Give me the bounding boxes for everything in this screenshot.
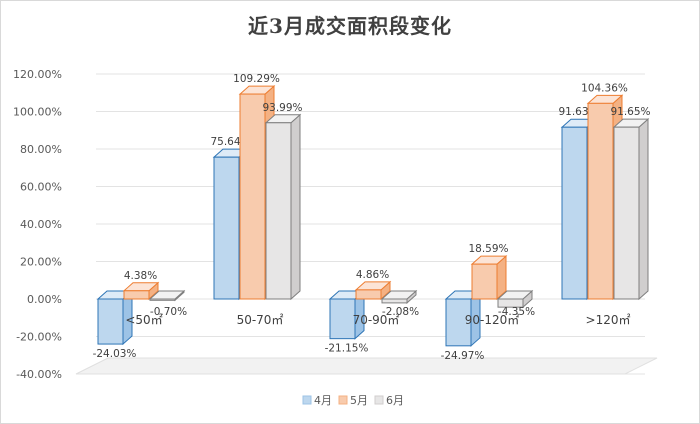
category-label: <50㎡ [125, 313, 162, 327]
y-tick-label: 0.00% [27, 293, 62, 306]
bar [355, 289, 382, 300]
bar [149, 298, 176, 301]
category-label: 50-70㎡ [237, 313, 284, 327]
data-label: 104.36% [581, 82, 628, 94]
category-label: >120㎡ [586, 313, 631, 327]
legend-swatch [374, 395, 384, 405]
bar [613, 126, 640, 300]
bar [265, 122, 292, 300]
y-tick-label: 100.00% [13, 106, 62, 119]
bar [123, 290, 150, 300]
bar [239, 93, 266, 300]
data-label: -24.03% [93, 348, 137, 360]
y-tick-label: 80.00% [20, 143, 62, 156]
data-label: 91.65% [610, 106, 650, 118]
y-tick-label: 60.00% [20, 181, 62, 194]
bar [561, 126, 588, 300]
legend-swatch [338, 395, 348, 405]
bar [587, 102, 614, 300]
data-label: 93.99% [262, 102, 302, 114]
bar-side [290, 113, 301, 301]
legend-label: 4月 [314, 394, 332, 407]
data-label: -24.97% [441, 350, 485, 362]
data-label: 4.86% [356, 269, 389, 281]
legend-swatch [302, 395, 312, 405]
bar [497, 298, 524, 308]
bar [381, 298, 408, 304]
data-label: -0.70% [150, 306, 187, 318]
data-label: 4.38% [124, 270, 157, 282]
y-tick-label: 40.00% [20, 218, 62, 231]
data-label: -2.08% [382, 306, 419, 318]
y-tick-label: 120.00% [13, 68, 62, 81]
data-label: 18.59% [468, 243, 508, 255]
category-label: 90-120㎡ [465, 313, 520, 327]
bar [97, 298, 124, 345]
bar [213, 156, 240, 300]
data-label: -4.35% [498, 306, 535, 318]
chart-title: 近3月成交面积段变化 [248, 14, 452, 38]
y-tick-label: -40.00% [16, 368, 62, 381]
legend-label: 5月 [350, 394, 368, 407]
category-label: 70-90㎡ [353, 313, 400, 327]
legend-label: 6月 [386, 394, 404, 407]
y-tick-label: 20.00% [20, 256, 62, 269]
chart-floor [75, 357, 658, 375]
data-label: 109.29% [233, 73, 280, 85]
bar [329, 298, 356, 340]
bar [471, 263, 498, 300]
y-tick-label: -20.00% [16, 331, 62, 344]
bar [445, 298, 472, 347]
data-label: -21.15% [325, 343, 369, 355]
bar-side [638, 118, 649, 301]
